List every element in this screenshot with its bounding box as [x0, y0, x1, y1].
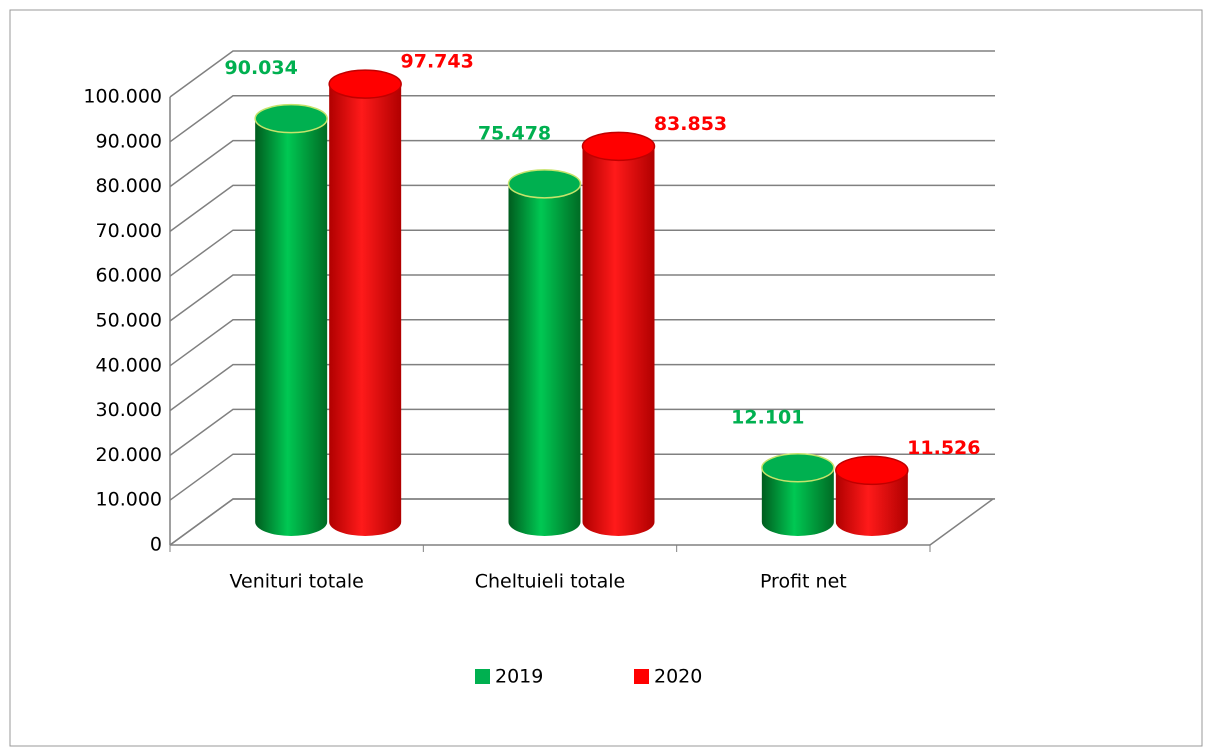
y-tick-label: 60.000 [96, 265, 162, 287]
data-label: 75.478 [478, 122, 551, 144]
cylinder-part [835, 470, 908, 537]
cylinder-part [254, 103, 328, 134]
legend-label: 2020 [654, 666, 702, 688]
cylinder-part [328, 69, 402, 99]
cylinder-part [508, 183, 581, 537]
cylinder [328, 69, 402, 537]
grid-line [169, 139, 995, 188]
grid-line [169, 229, 995, 277]
cylinder [254, 103, 328, 537]
grid-line [169, 95, 995, 143]
legend-swatch [634, 669, 649, 684]
grid-line [169, 50, 995, 98]
legend-swatch [475, 669, 490, 684]
grid-line [169, 184, 995, 233]
cylinder-part [329, 84, 402, 537]
cylinder-part [761, 453, 835, 483]
y-tick-label: 90.000 [96, 130, 162, 152]
y-tick-label: 70.000 [96, 220, 162, 242]
cylinder-part [581, 131, 656, 162]
y-tick-label: 80.000 [96, 175, 162, 197]
data-label: 83.853 [654, 113, 727, 135]
y-tick-label: 40.000 [96, 354, 162, 376]
data-label: 12.101 [731, 406, 804, 428]
cylinder-part [507, 169, 582, 199]
grid-line [169, 274, 995, 322]
data-label: 90.034 [225, 57, 298, 79]
x-tick-label: Venituri totale [230, 571, 364, 593]
data-label: 97.743 [401, 51, 474, 73]
grid-line [169, 319, 995, 367]
cylinder [581, 131, 656, 537]
cylinder-part [582, 146, 655, 537]
y-tick-label: 30.000 [96, 399, 162, 421]
cylinder [761, 453, 835, 537]
grid-line [169, 363, 995, 412]
cylinder-part [255, 118, 328, 537]
x-tick-label: Cheltuieli totale [475, 571, 625, 593]
y-tick-label: 50.000 [96, 310, 162, 332]
frame [9, 9, 1203, 747]
grid-line [169, 453, 995, 501]
cylinder-part [761, 467, 834, 537]
cylinder [507, 169, 582, 537]
cylinder-part [835, 455, 909, 486]
y-tick-label: 20.000 [96, 444, 162, 466]
legend-label: 2019 [495, 666, 543, 688]
data-label: 11.526 [907, 437, 980, 459]
y-tick-label: 0 [150, 534, 162, 556]
x-tick-label: Profit net [760, 571, 847, 593]
y-tick-label: 100.000 [83, 86, 162, 108]
grid-line [169, 408, 995, 457]
cylinder [835, 455, 909, 537]
grid-line [169, 498, 995, 546]
y-tick-label: 10.000 [96, 489, 162, 511]
